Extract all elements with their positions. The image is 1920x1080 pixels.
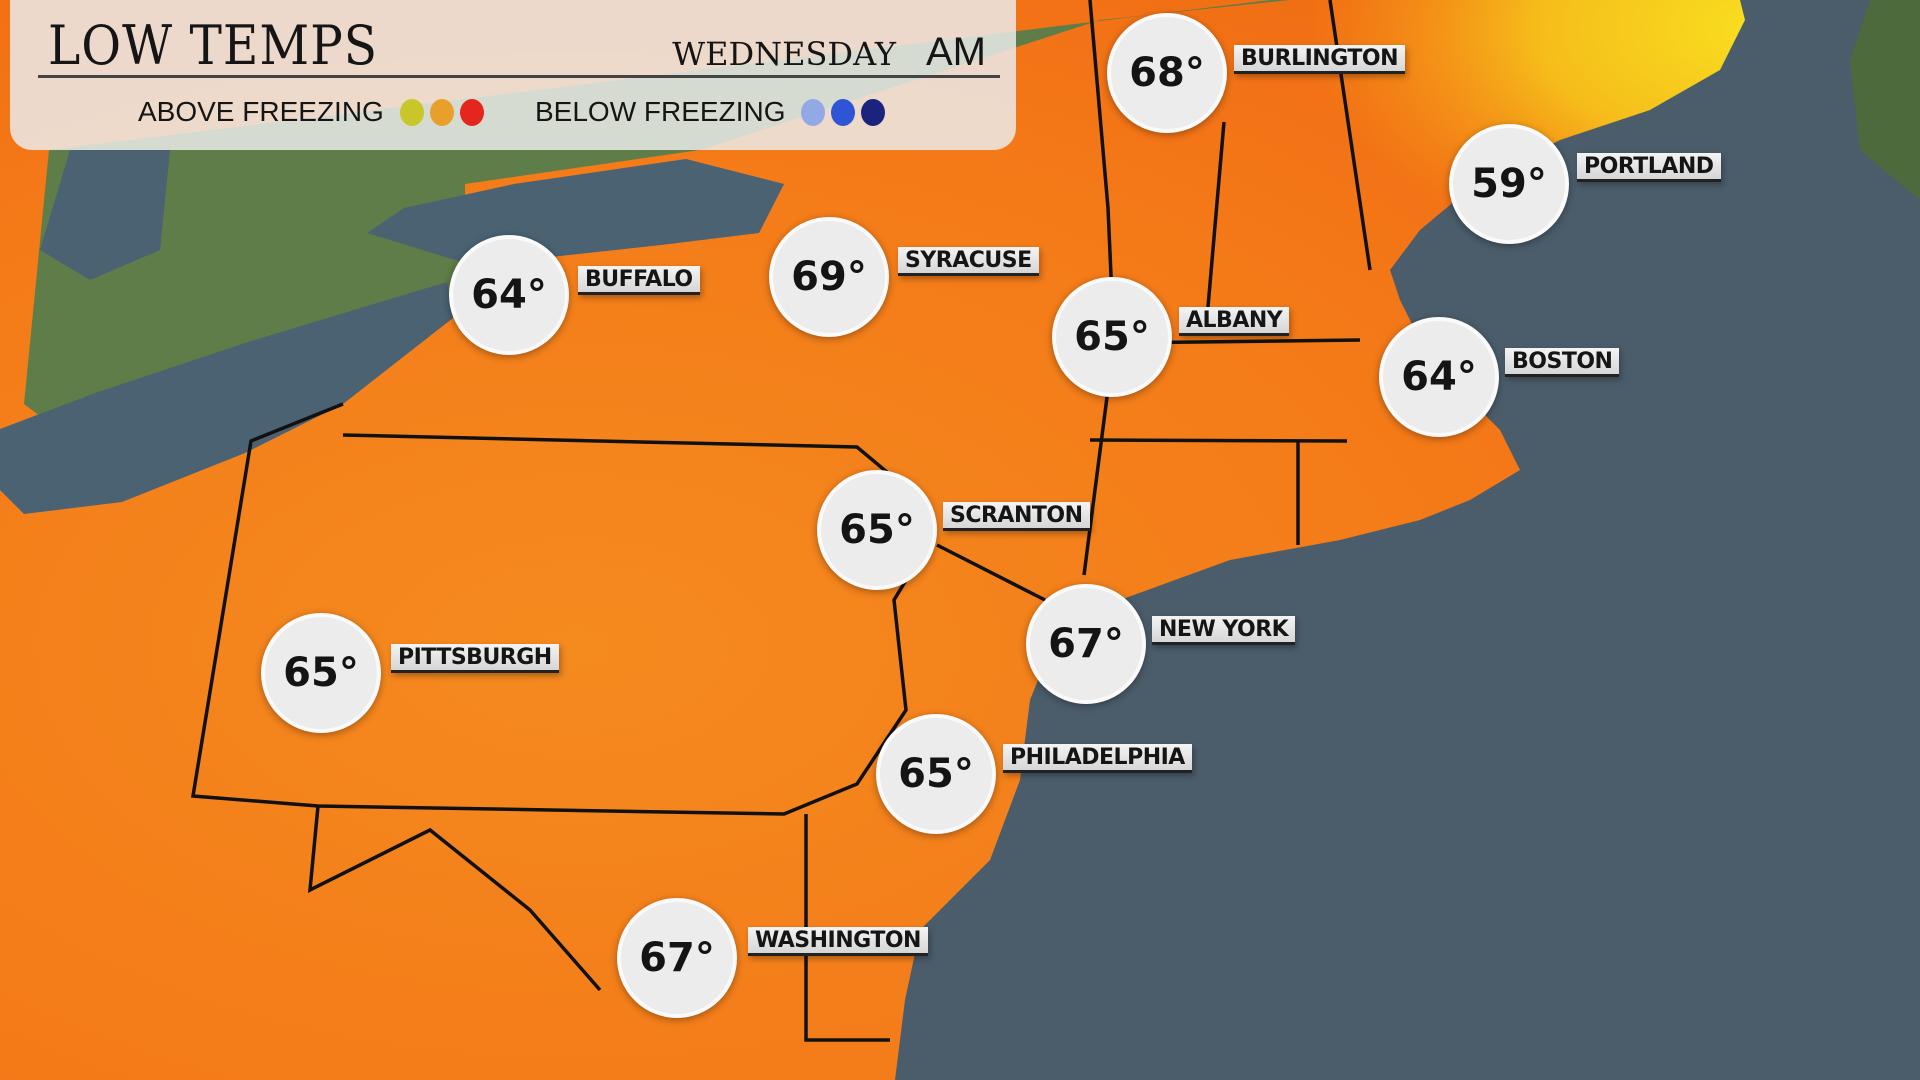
temperature-circle: 65° <box>817 470 937 590</box>
temperature-circle: 67° <box>1026 584 1146 704</box>
temperature-circle: 64° <box>449 235 569 355</box>
city-label: ALBANY <box>1179 307 1290 336</box>
city-label: BUFFALO <box>578 266 700 295</box>
temperature-circle: 68° <box>1107 13 1227 133</box>
city-label: NEW YORK <box>1152 616 1296 645</box>
legend-dot-orange <box>429 98 454 126</box>
temperature-circle: 64° <box>1379 317 1499 437</box>
legend-above-label: ABOVE FREEZING <box>138 96 384 127</box>
temperature-circle: 65° <box>261 613 381 733</box>
forecast-time: WEDNESDAY AM <box>672 30 986 75</box>
temperature-circle: 65° <box>1052 277 1172 397</box>
city-label: SCRANTON <box>943 502 1090 531</box>
temperature-circle: 65° <box>876 714 996 834</box>
legend-below-freezing: BELOW FREEZING <box>535 96 886 128</box>
city-label: BURLINGTON <box>1234 45 1405 74</box>
lake-huron <box>40 150 170 280</box>
legend-above-freezing: ABOVE FREEZING <box>138 96 484 128</box>
city-label: BOSTON <box>1505 348 1620 377</box>
ocean <box>895 0 1920 1080</box>
header-panel: LOW TEMPS WEDNESDAY AM ABOVE FREEZING BEL… <box>10 0 1016 150</box>
nova-scotia-land <box>1850 0 1920 200</box>
lake-ontario <box>367 159 784 263</box>
temperature-circle: 69° <box>769 217 889 337</box>
legend-dot-light-blue <box>801 98 826 126</box>
period-label: AM <box>926 30 986 74</box>
temperature-circle: 67° <box>617 898 737 1018</box>
city-label: PHILADELPHIA <box>1003 744 1192 773</box>
city-label: PITTSBURGH <box>391 644 559 673</box>
city-label: SYRACUSE <box>898 247 1039 276</box>
legend-below-label: BELOW FREEZING <box>535 96 786 127</box>
temperature-circle: 59° <box>1449 124 1569 244</box>
title-divider <box>38 75 1000 78</box>
lake-erie <box>0 282 453 514</box>
city-label: WASHINGTON <box>748 927 928 956</box>
legend-dot-navy <box>861 98 886 126</box>
legend-dot-blue <box>831 98 856 126</box>
legend-dot-red <box>459 98 484 126</box>
map-title: LOW TEMPS <box>48 14 379 77</box>
legend-dot-yellow <box>399 98 424 126</box>
city-label: PORTLAND <box>1577 153 1721 182</box>
day-label: WEDNESDAY <box>672 35 896 73</box>
